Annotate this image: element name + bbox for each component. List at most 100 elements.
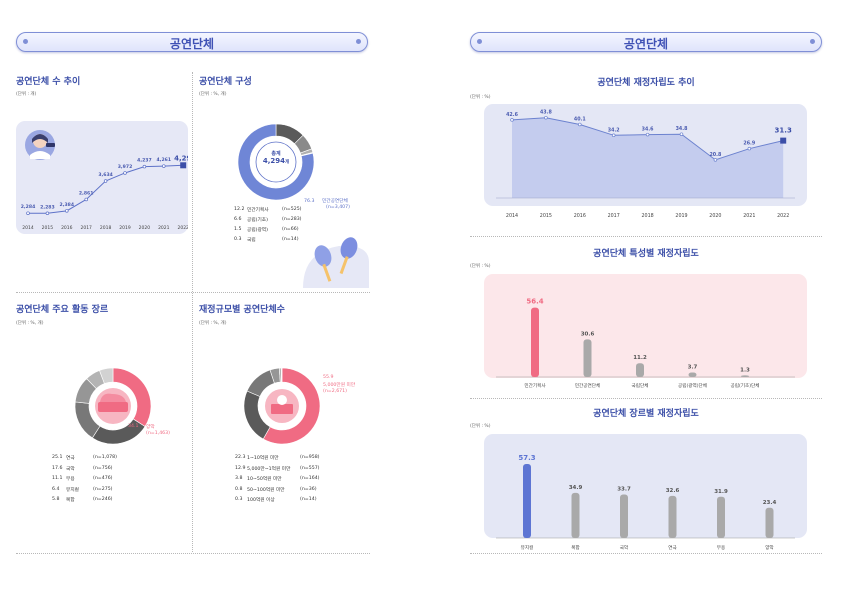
composition-center-label: 총계 xyxy=(271,151,281,157)
genre-legend-pct: 11.1 xyxy=(52,476,63,481)
finance-size-title: 재정규모별 공연단체수 xyxy=(199,305,285,315)
genre-legend-pct: 25.1 xyxy=(52,455,63,460)
trend-value-label: 34.6 xyxy=(642,127,654,133)
genre-chart-category-label: 복합 xyxy=(571,544,580,551)
count-trend-year-label: 2020 xyxy=(139,225,151,231)
genre-title: 공연단체 주요 활동 장르 xyxy=(16,305,109,315)
composition-center-value: 4,294 xyxy=(262,157,285,165)
right-divider-2 xyxy=(470,398,822,399)
count-trend-series: 2,284 2014 2,283 2015 2,384 2016 2,861 2017 3,63… xyxy=(21,154,188,231)
genre-legend-n: (n=756) xyxy=(93,465,113,471)
genre-legend-n: (n=476) xyxy=(93,476,113,481)
type-chart-bar xyxy=(531,307,539,377)
trend-value-label: 42.6 xyxy=(506,112,518,118)
trend-point xyxy=(578,122,582,127)
composition-legend-pct: 6.6 xyxy=(234,217,242,222)
count-trend-chart: 2,284 2014 2,283 2015 2,384 2016 2,861 2017 3,63… xyxy=(21,130,188,231)
composition-legend-name: 공립(광역) xyxy=(247,228,268,233)
finance-legend-n: (n=557) xyxy=(300,465,320,471)
count-trend-value-label: 2,283 xyxy=(40,204,55,210)
count-trend-point xyxy=(65,209,69,213)
count-trend-point xyxy=(45,211,50,216)
trend-year-label: 2016 xyxy=(574,213,586,219)
type-chart-value-label: 11.2 xyxy=(633,355,647,361)
composition-legend-pct: 1.5 xyxy=(234,227,242,232)
finance-size-donut xyxy=(243,367,321,445)
trend-point xyxy=(510,118,514,122)
genre-donut xyxy=(74,367,152,445)
genre-chart-bar xyxy=(571,492,580,538)
type-chart-bars: 56.4 민간기획사 30.6 민간공연단체 11.2 국립단체 3.7 공립(광역)단체 1.… xyxy=(496,298,795,389)
composition-donut xyxy=(237,123,369,288)
type-chart-bar xyxy=(636,363,644,377)
genre-chart-category-label: 연극 xyxy=(668,544,676,551)
count-trend-point xyxy=(162,164,166,168)
left-page-banner: 공연단체 xyxy=(16,32,368,52)
performer-illustration xyxy=(25,130,55,160)
type-chart-category-label: 공립(기초)단체 xyxy=(731,382,760,389)
trend-value-label: 34.2 xyxy=(608,127,620,133)
genre-legend-n: (n=1,078) xyxy=(93,455,117,460)
finance-legend-n: (n=164) xyxy=(300,476,320,481)
trend-value-label: 26.9 xyxy=(743,141,755,147)
genre-chart-bar xyxy=(668,495,677,538)
composition-donut-segments xyxy=(237,123,315,201)
finance-highlight-n: (n=2,671) xyxy=(323,389,347,394)
finance-legend-pct: 0.8 xyxy=(235,486,243,492)
finance-legend-n: (n=36) xyxy=(300,486,317,492)
genre-legend-name: 연극 xyxy=(66,456,75,461)
banner-left-dot xyxy=(23,39,28,44)
trend-point xyxy=(611,133,616,138)
genre-chart-value-label: 33.7 xyxy=(617,486,631,492)
trend-year-label: 2014 xyxy=(506,213,518,219)
count-trend-title: 공연단체 수 추이 xyxy=(16,77,81,87)
composition-title: 공연단체 구성 xyxy=(199,77,252,87)
banner-right-dot xyxy=(356,39,361,44)
genre-chart-bar xyxy=(765,507,774,538)
finance-legend-pct: 3.8 xyxy=(235,476,243,481)
genre-donut-segments xyxy=(74,367,152,445)
self-reliance-trend-chart: 42.6 2014 43.8 2015 40.1 2016 34.2 2017 34.6 2018… xyxy=(496,110,795,219)
count-trend-point xyxy=(26,211,30,215)
trend-year-label: 2018 xyxy=(641,213,653,219)
composition-legend-name: 민간기획사 xyxy=(247,208,269,213)
trend-point xyxy=(713,158,718,162)
genre-chart-unit: (단위 : %) xyxy=(470,424,491,429)
genre-chart-bars: 57.3 뮤지컬 34.9 복합 33.7 국악 32.6 연극 31.9 무용 23.4 양악 xyxy=(496,454,795,551)
type-chart-unit: (단위 : %) xyxy=(470,264,491,269)
composition-highlight-pct: 76.3 xyxy=(304,199,315,204)
type-chart-value-label: 56.4 xyxy=(526,298,543,306)
count-trend-year-label: 2015 xyxy=(42,225,54,231)
finance-size-unit: (단위 : %, 개) xyxy=(199,321,227,326)
trend-point xyxy=(645,132,650,137)
count-trend-value-label: 2,284 xyxy=(21,204,36,210)
finance-size-donut-segment-3 xyxy=(246,369,275,397)
type-chart-category-label: 민간공연단체 xyxy=(575,382,600,389)
type-chart-category-label: 공립(광역)단체 xyxy=(678,382,707,389)
finance-legend-name: 1~10억원 미만 xyxy=(247,456,279,461)
genre-chart-category-label: 뮤지컬 xyxy=(521,544,534,551)
self-reliance-trend-title: 공연단체 재정자립도 추이 xyxy=(597,78,695,88)
trend-value-label: 31.3 xyxy=(775,127,792,135)
count-trend-unit: (단위 : 개) xyxy=(16,92,37,97)
finance-highlight-name: 5,000만원 미만 xyxy=(323,383,356,388)
genre-legend-name: 무용 xyxy=(66,477,75,482)
count-trend-point xyxy=(84,197,88,202)
count-trend-year-label: 2016 xyxy=(61,225,73,231)
left-column-divider xyxy=(192,72,193,552)
count-trend-value-label: 4,237 xyxy=(137,158,152,164)
type-chart-category-label: 민간기획사 xyxy=(524,382,546,389)
left-row-divider xyxy=(16,292,370,293)
count-trend-year-label: 2018 xyxy=(100,225,112,231)
composition-center xyxy=(255,141,297,183)
finance-legend-n: (n=14) xyxy=(300,497,317,502)
genre-unit: (단위 : %, 개) xyxy=(16,321,44,326)
composition-center-suffix: 개 xyxy=(285,160,290,165)
genre-chart-value-label: 23.4 xyxy=(763,500,777,506)
count-trend-year-label: 2021 xyxy=(158,225,170,231)
left-bottom-divider xyxy=(16,553,370,554)
genre-chart-title: 공연단체 장르별 재정자립도 xyxy=(593,409,699,419)
trend-value-label: 40.1 xyxy=(574,116,586,122)
composition-donut-segment-5 xyxy=(237,123,315,201)
genre-highlight-n: (n=1,463) xyxy=(146,431,170,436)
